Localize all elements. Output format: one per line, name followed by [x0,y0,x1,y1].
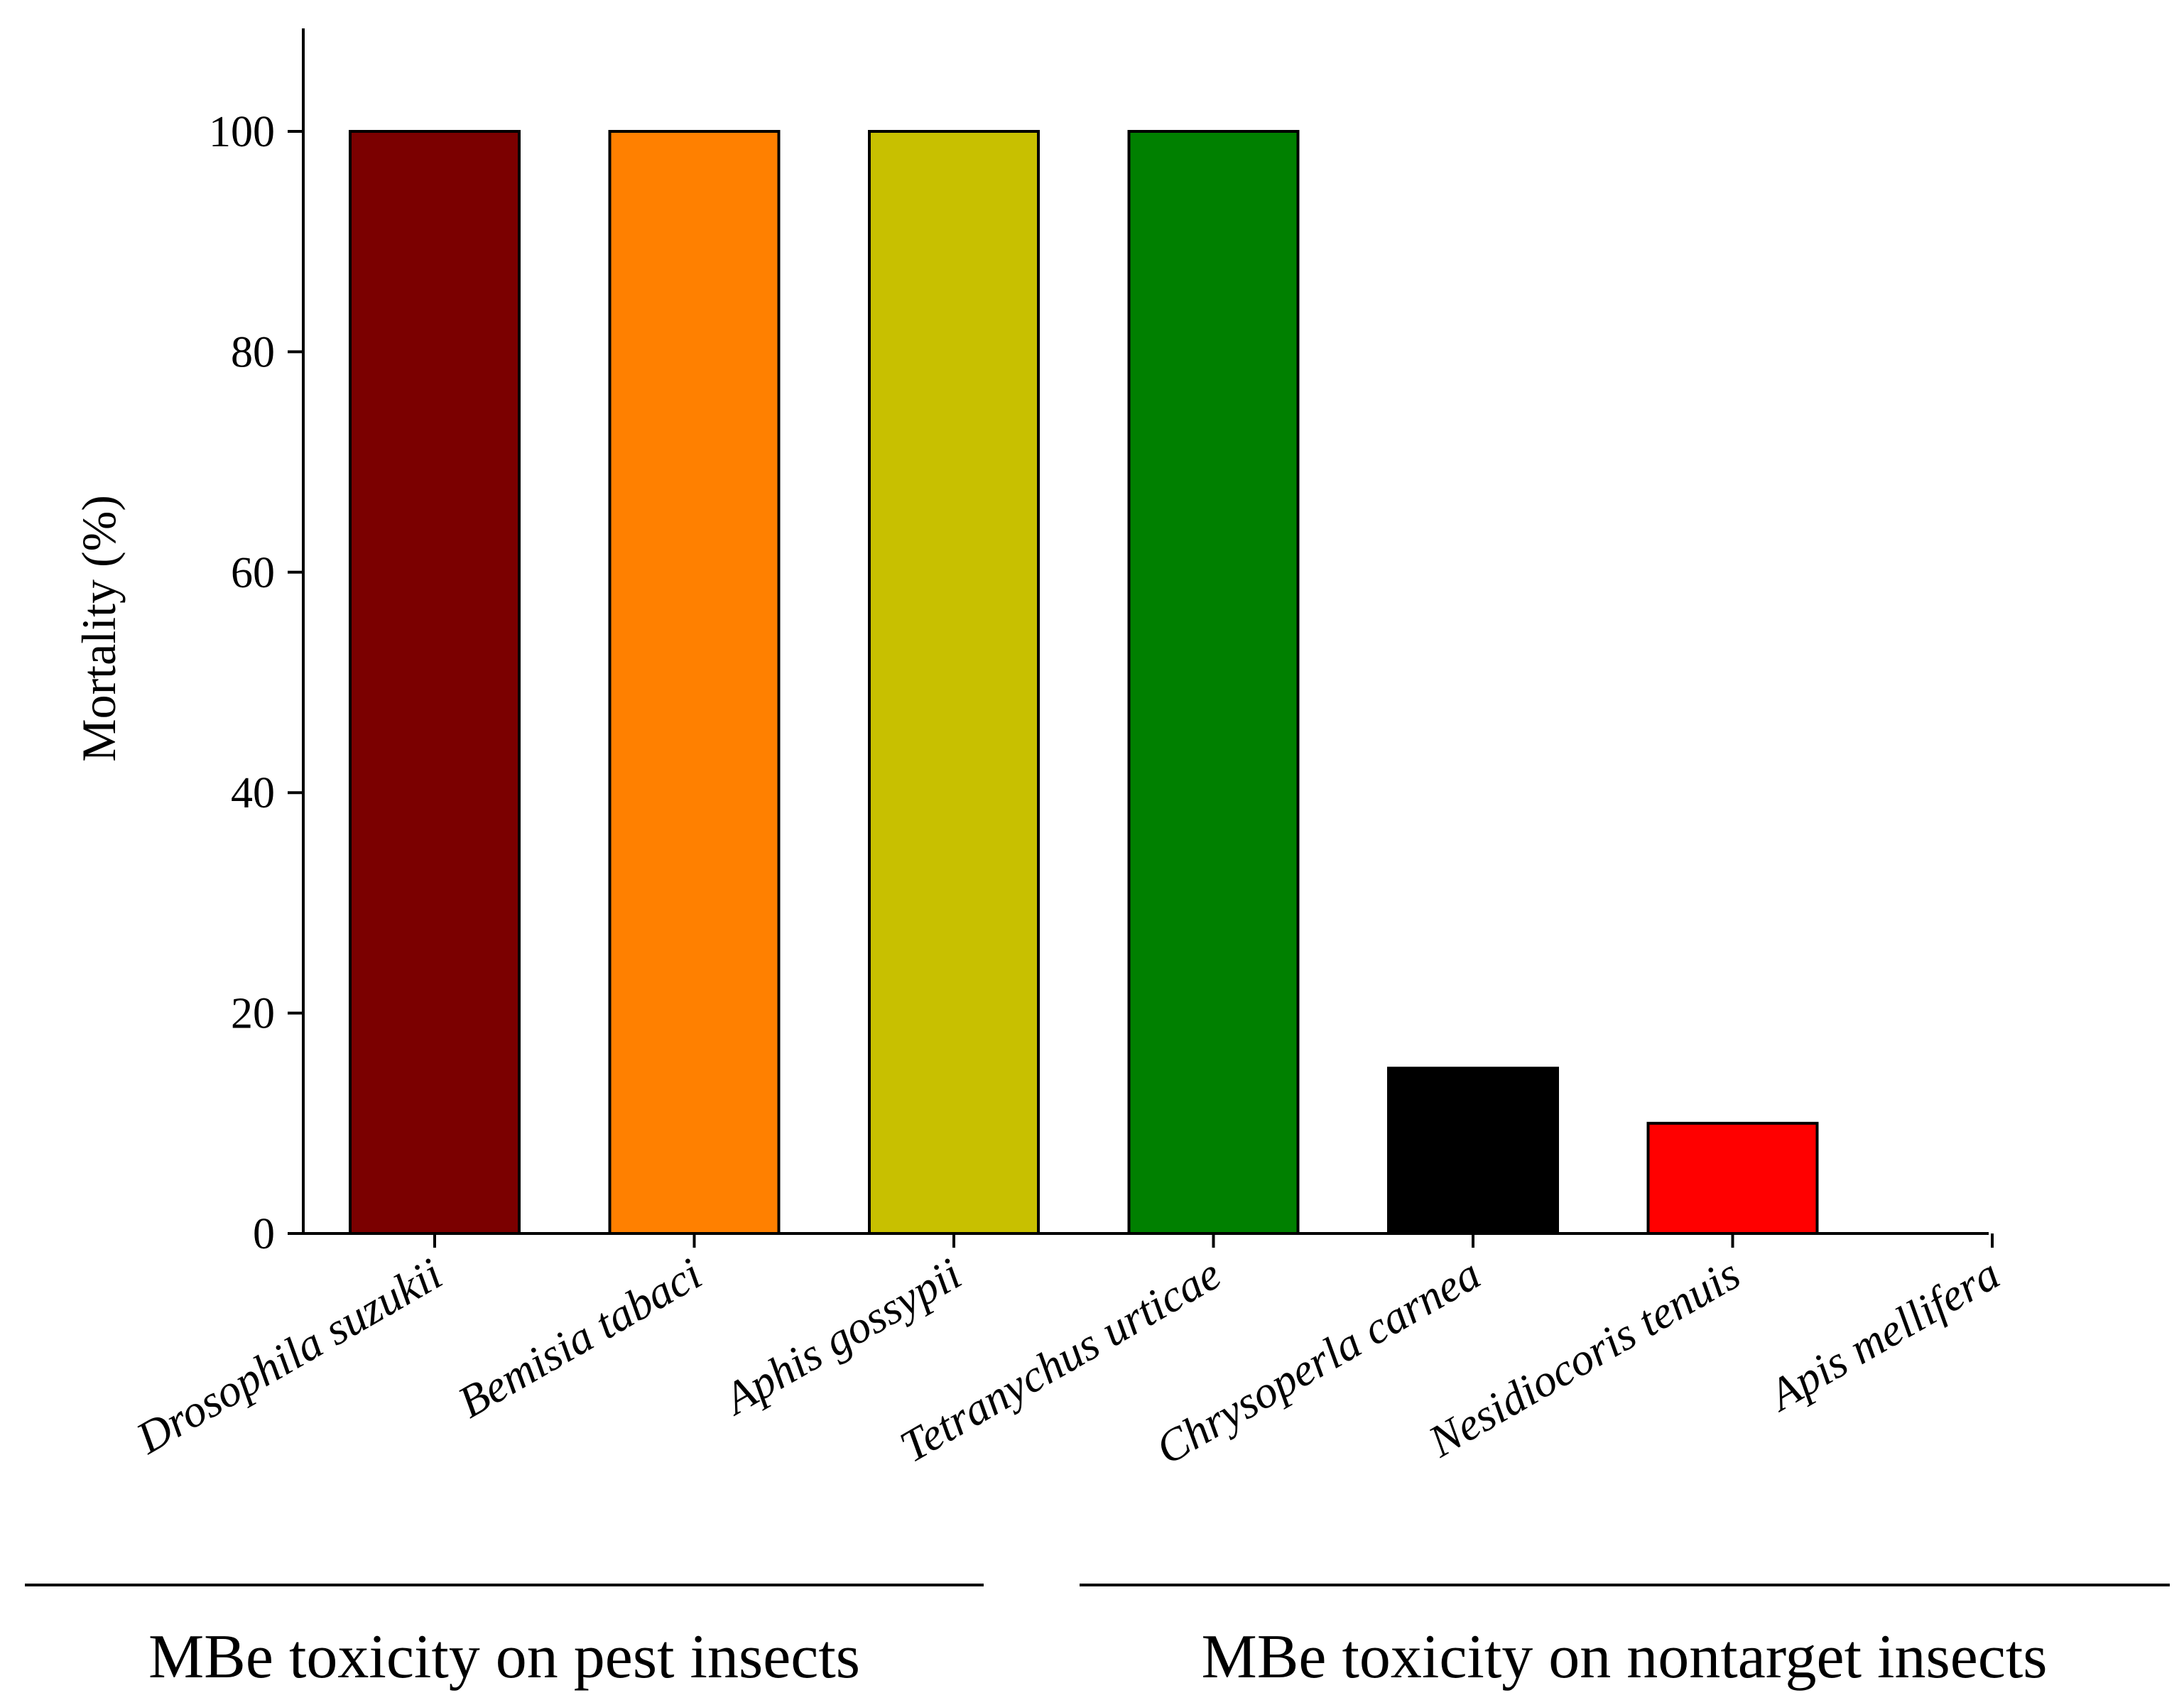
x-tick-label-1: Drosophila suzukii [127,1248,450,1464]
group-label-2: MBe toxicity on nontarget insects [1201,1623,2047,1692]
y-tick-label-80: 80 [231,328,275,376]
y-tick-label-60: 60 [231,549,275,597]
bar-1 [349,130,521,1235]
bar-3 [868,130,1040,1235]
y-tick-label-0: 0 [253,1210,275,1258]
bars-layer [349,130,1819,1236]
bar-6 [1646,1121,1819,1236]
bar-2 [608,130,781,1235]
bar-4 [1127,130,1300,1235]
x-tick-label-2: Bemisia tabaci [450,1248,710,1428]
y-axis-title: Mortality (%) [72,495,126,762]
y-tick-label-100: 100 [209,108,275,156]
x-tick-label-3: Aphis gossypii [713,1248,969,1425]
group-label-1: MBe toxicity on pest insects [148,1623,860,1692]
axes-layer [25,28,2170,1586]
y-tick-label-20: 20 [231,990,275,1038]
x-tick-label-7: Apis mellifera [1759,1248,2008,1422]
bar-5 [1387,1067,1559,1235]
y-tick-label-40: 40 [231,769,275,817]
